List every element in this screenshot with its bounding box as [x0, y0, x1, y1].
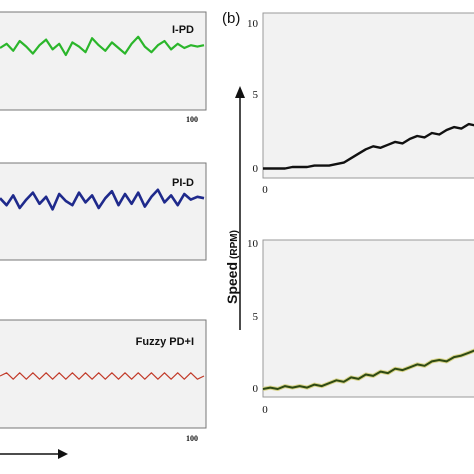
speed-axis-arrowhead [235, 86, 245, 98]
panel-a-bottom: Fuzzy PD+I 100 [0, 319, 207, 443]
y-tick-label: 10 [247, 18, 259, 30]
panel-b-bottom: 0 5 10 0 [247, 238, 474, 416]
panel-a-top: I-PD 100 [0, 11, 207, 124]
plot-frame [0, 11, 207, 111]
x-tick-label: 100 [186, 115, 198, 124]
plot-frame [0, 162, 207, 261]
legend-label-pid: PI-D [172, 177, 194, 189]
series-line [262, 348, 474, 391]
speed-axis-label: Speed(RPM) [224, 230, 240, 304]
x-tick-label: 0 [262, 404, 268, 416]
y-tick-label: 5 [253, 311, 259, 323]
time-arrow [0, 449, 68, 459]
y-tick-label: 10 [247, 238, 259, 250]
panel-a-middle: PI-D [0, 162, 207, 261]
plot-frame [262, 239, 474, 398]
y-tick-label: 0 [253, 163, 259, 175]
panel-b-label: (b) [222, 10, 240, 27]
legend-label-ipd: I-PD [172, 24, 194, 36]
series-0-path [0, 35, 205, 57]
series-2-path [0, 372, 205, 380]
series-line [0, 188, 205, 211]
series-4-path [262, 349, 474, 390]
panel-b-top: 0 5 10 0 [247, 12, 474, 196]
y-tick-label: 5 [253, 89, 259, 101]
x-tick-label: 100 [186, 434, 198, 443]
plot-frame [262, 12, 474, 179]
series-line [0, 35, 205, 57]
legend-label-fuzzy: Fuzzy PD+I [136, 336, 194, 348]
x-tick-label: 0 [262, 184, 268, 196]
y-tick-label: 0 [253, 383, 259, 395]
series-1-path [0, 188, 205, 211]
series-3-path [263, 122, 474, 170]
series-line [0, 372, 205, 380]
speed-axis-label-group: Speed(RPM) [224, 86, 245, 330]
series-line [262, 122, 474, 170]
